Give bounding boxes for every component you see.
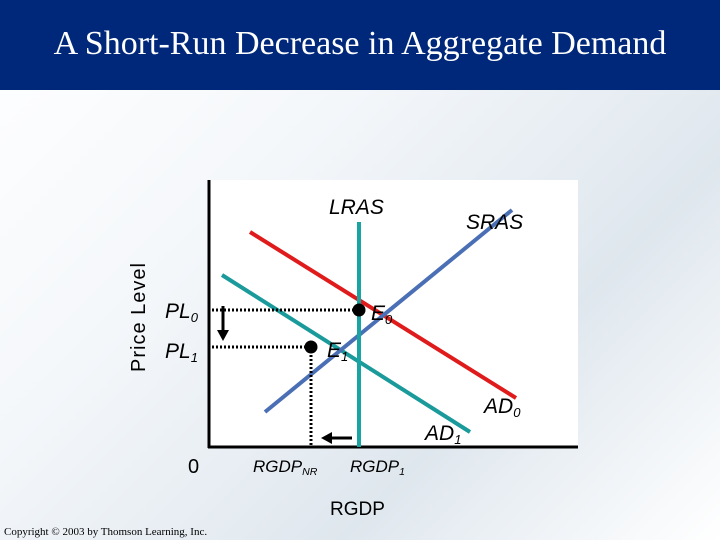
title-bar: A Short-Run Decrease in Aggregate Demand [0, 0, 720, 90]
e1-label: E1 [327, 339, 349, 364]
lras-label: LRAS [329, 196, 384, 219]
e0-point [352, 303, 366, 317]
rgdp1-label: RGDP1 [350, 457, 405, 479]
y-axis-title: Price Level [128, 262, 150, 372]
ad1-curve [220, 273, 472, 434]
output-decrease-arrow [321, 432, 352, 444]
slide-title: A Short-Run Decrease in Aggregate Demand [53, 25, 667, 62]
x-axis-title: RGDP [330, 499, 385, 520]
pl1-label: PL1 [165, 340, 198, 365]
plot-area [208, 180, 578, 448]
pl0-label: PL0 [165, 300, 198, 325]
e1-point [304, 340, 318, 354]
sras-label: SRAS [466, 211, 524, 234]
rgdp-nr-label: RGDPNR [253, 457, 318, 479]
copyright-notice: Copyright © 2003 by Thomson Learning, In… [4, 526, 208, 538]
e0-label: E0 [371, 302, 393, 327]
ad0-label: AD0 [484, 395, 521, 420]
origin-label: 0 [188, 456, 200, 478]
sras-curve [263, 208, 514, 414]
price-decrease-arrow [217, 306, 229, 341]
ad1-label: AD1 [425, 422, 462, 447]
